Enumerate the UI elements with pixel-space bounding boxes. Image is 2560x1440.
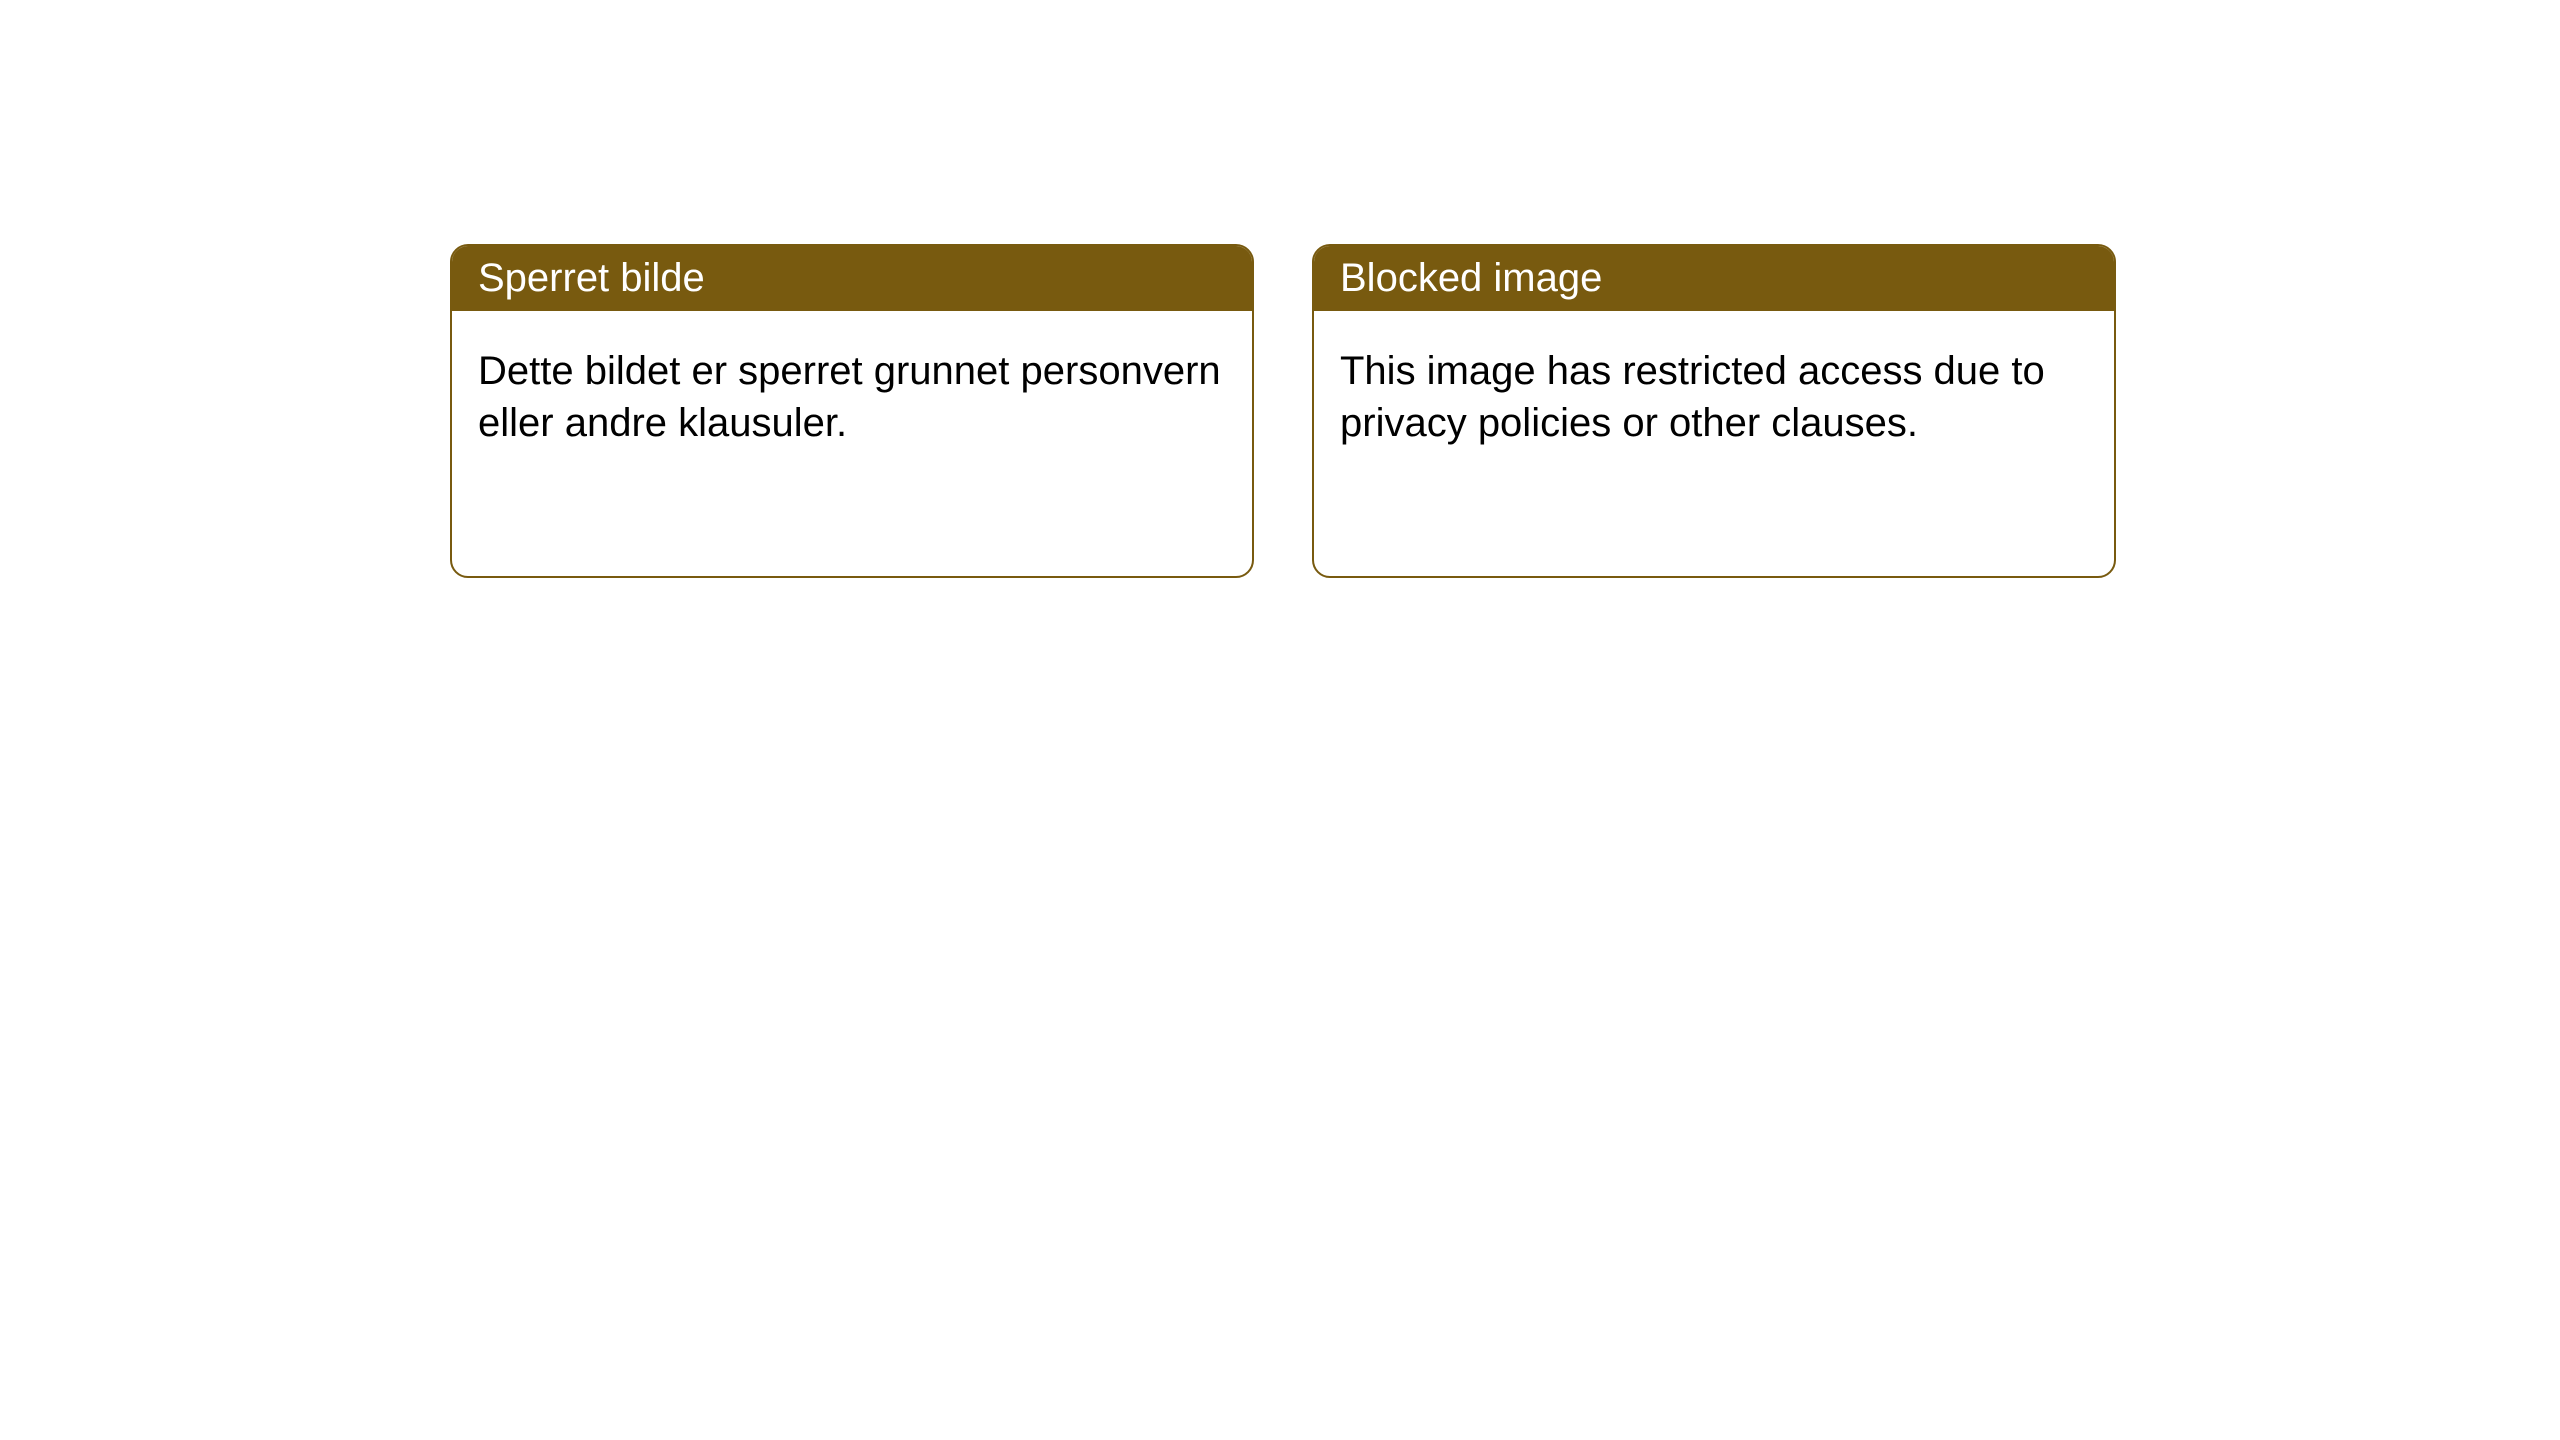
notice-container: Sperret bilde Dette bildet er sperret gr… [0,0,2560,578]
notice-card-header: Blocked image [1314,246,2114,311]
notice-card-body: This image has restricted access due to … [1314,311,2114,483]
notice-card-english: Blocked image This image has restricted … [1312,244,2116,578]
notice-title: Sperret bilde [478,256,705,300]
notice-body-text: This image has restricted access due to … [1340,349,2045,445]
notice-card-body: Dette bildet er sperret grunnet personve… [452,311,1252,483]
notice-card-header: Sperret bilde [452,246,1252,311]
notice-body-text: Dette bildet er sperret grunnet personve… [478,349,1221,445]
notice-card-norwegian: Sperret bilde Dette bildet er sperret gr… [450,244,1254,578]
notice-title: Blocked image [1340,256,1602,300]
